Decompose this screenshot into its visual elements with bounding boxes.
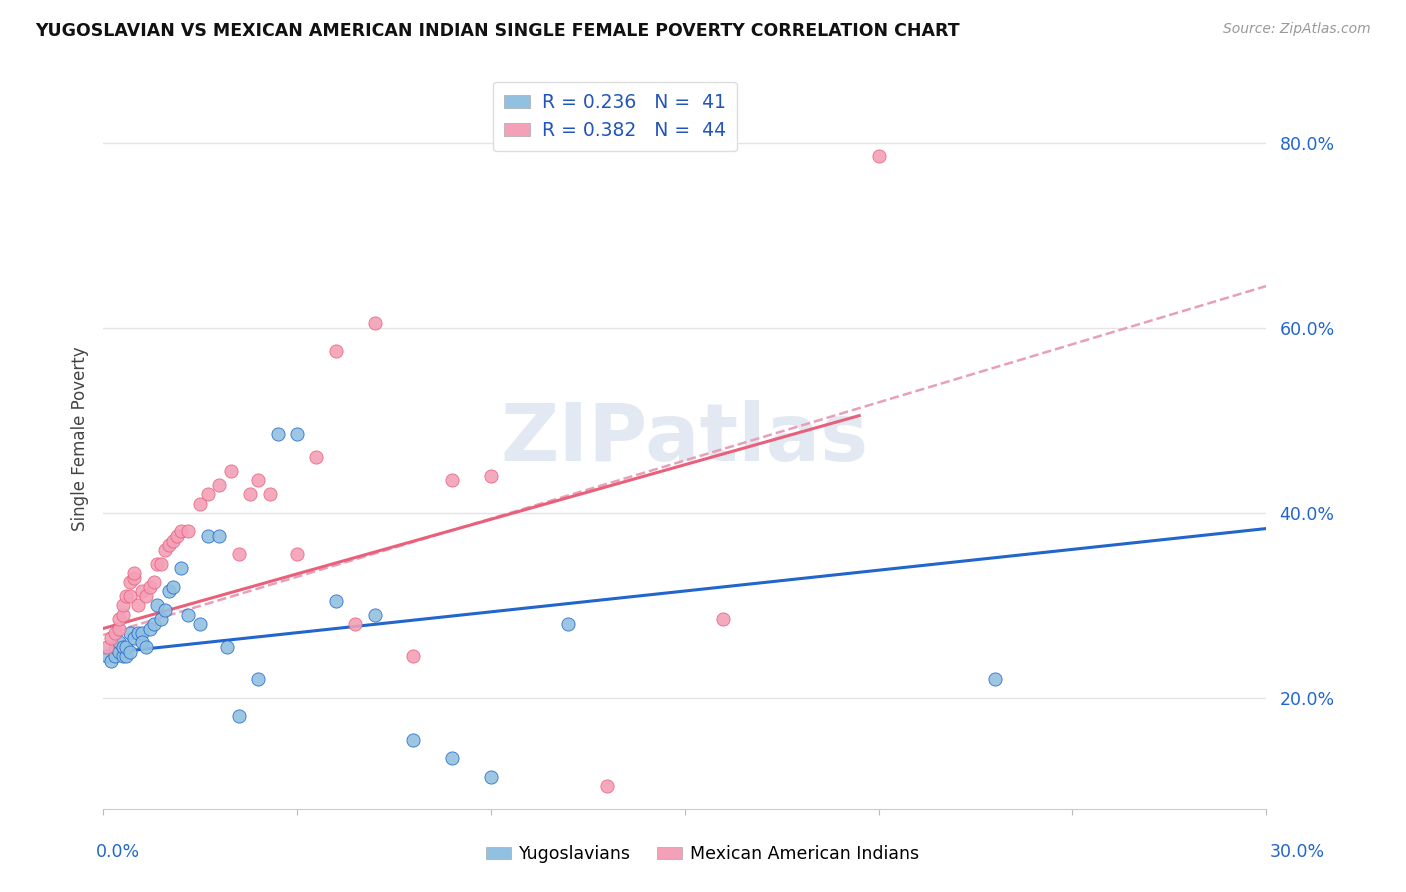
Point	[111, 599, 134, 613]
Point	[325, 343, 347, 358]
Point	[363, 607, 385, 622]
Point	[157, 538, 180, 552]
Point	[111, 640, 134, 654]
Point	[146, 557, 169, 571]
Point	[402, 649, 425, 664]
Point	[259, 487, 281, 501]
Point	[868, 149, 890, 163]
Point	[120, 626, 142, 640]
Text: Source: ZipAtlas.com: Source: ZipAtlas.com	[1223, 22, 1371, 37]
Point	[219, 464, 242, 478]
Point	[115, 649, 138, 664]
Point	[247, 474, 270, 488]
Point	[135, 640, 157, 654]
Point	[104, 626, 127, 640]
Point	[197, 487, 219, 501]
Point	[131, 626, 153, 640]
Point	[122, 566, 145, 580]
Point	[100, 631, 122, 645]
Point	[135, 589, 157, 603]
Point	[142, 616, 165, 631]
Point	[197, 529, 219, 543]
Point	[402, 732, 425, 747]
Text: ZIPatlas: ZIPatlas	[501, 400, 869, 478]
Point	[107, 622, 129, 636]
Point	[713, 612, 735, 626]
Point	[479, 468, 502, 483]
Point	[177, 524, 200, 539]
Point	[188, 497, 211, 511]
Point	[266, 427, 288, 442]
Point	[131, 635, 153, 649]
Point	[111, 649, 134, 664]
Point	[111, 607, 134, 622]
Point	[104, 649, 127, 664]
Point	[166, 529, 188, 543]
Point	[122, 631, 145, 645]
Point	[984, 673, 1007, 687]
Point	[100, 654, 122, 668]
Point	[150, 557, 173, 571]
Point	[170, 524, 193, 539]
Point	[96, 640, 118, 654]
Point	[479, 770, 502, 784]
Point	[363, 316, 385, 330]
Point	[441, 751, 464, 765]
Point	[170, 561, 193, 575]
Point	[96, 649, 118, 664]
Point	[127, 626, 149, 640]
Point	[285, 548, 308, 562]
Point	[557, 616, 579, 631]
Point	[138, 622, 160, 636]
Point	[115, 589, 138, 603]
Point	[325, 593, 347, 607]
Point	[162, 580, 184, 594]
Point	[285, 427, 308, 442]
Point	[208, 478, 231, 492]
Text: 0.0%: 0.0%	[96, 843, 139, 861]
Point	[120, 589, 142, 603]
Point	[127, 599, 149, 613]
Point	[153, 542, 176, 557]
Point	[138, 580, 160, 594]
Point	[217, 640, 239, 654]
Point	[104, 640, 127, 654]
Point	[228, 548, 250, 562]
Point	[188, 616, 211, 631]
Point	[305, 450, 328, 465]
Point	[228, 709, 250, 723]
Point	[596, 779, 619, 793]
Point	[120, 645, 142, 659]
Point	[153, 603, 176, 617]
Point	[142, 575, 165, 590]
Legend: R = 0.236   N =  41, R = 0.382   N =  44: R = 0.236 N = 41, R = 0.382 N = 44	[494, 81, 737, 152]
Point	[162, 533, 184, 548]
Point	[107, 645, 129, 659]
Point	[107, 612, 129, 626]
Text: YUGOSLAVIAN VS MEXICAN AMERICAN INDIAN SINGLE FEMALE POVERTY CORRELATION CHART: YUGOSLAVIAN VS MEXICAN AMERICAN INDIAN S…	[35, 22, 960, 40]
Point	[115, 640, 138, 654]
Point	[239, 487, 262, 501]
Point	[441, 474, 464, 488]
Point	[344, 616, 367, 631]
Point	[107, 635, 129, 649]
Legend: Yugoslavians, Mexican American Indians: Yugoslavians, Mexican American Indians	[479, 838, 927, 870]
Point	[146, 599, 169, 613]
Point	[177, 607, 200, 622]
Point	[120, 575, 142, 590]
Point	[131, 584, 153, 599]
Point	[157, 584, 180, 599]
Point	[150, 612, 173, 626]
Point	[208, 529, 231, 543]
Y-axis label: Single Female Poverty: Single Female Poverty	[72, 346, 89, 531]
Point	[122, 571, 145, 585]
Point	[247, 673, 270, 687]
Text: 30.0%: 30.0%	[1270, 843, 1324, 861]
